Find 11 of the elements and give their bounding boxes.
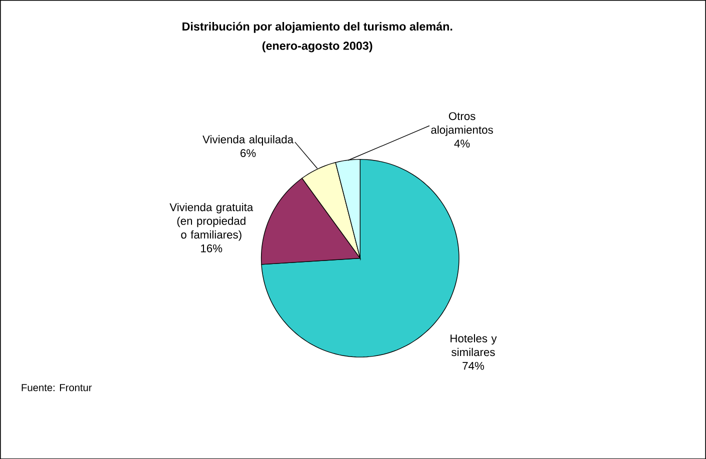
slice-label: Otros alojamientos [431, 112, 493, 136]
source-note: Fuente: Frontur [22, 384, 92, 391]
slice-label: Vivienda alquilada [202, 134, 294, 146]
slice-label: Vivienda gratuita (en propiedad o familiares) [170, 202, 254, 241]
data-label: 4% [454, 139, 470, 148]
data-label: 16% [201, 244, 222, 252]
data-label: 6% [240, 148, 256, 157]
chart-title: Distribución por alojamiento del turismo alemán. [182, 22, 452, 33]
data-label: 74% [462, 362, 484, 370]
slice-label: Hoteles y similares [450, 334, 497, 356]
chart-subtitle: (enero-agosto 2003) [262, 41, 372, 52]
